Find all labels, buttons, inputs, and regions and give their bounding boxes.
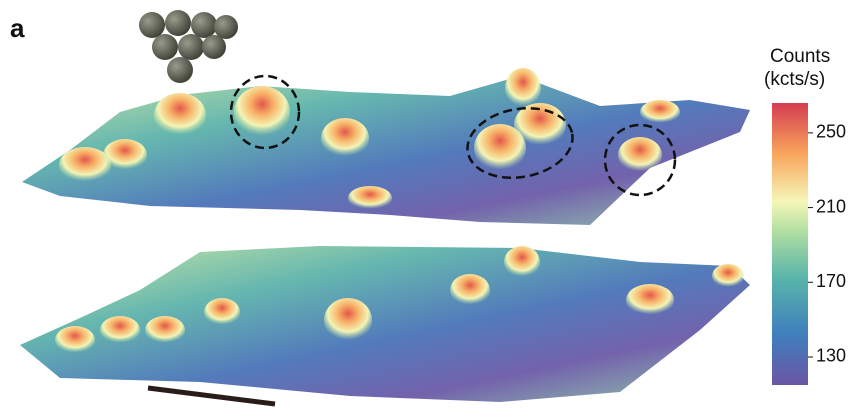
tick-label: 170 <box>816 271 846 291</box>
scale-bar <box>147 385 276 407</box>
tick-label: 250 <box>816 122 846 142</box>
tip-icon <box>139 10 238 83</box>
highlight-circles <box>229 74 677 197</box>
tick-label: 130 <box>816 346 846 366</box>
tick-label: 210 <box>816 196 846 216</box>
colorbar <box>772 103 808 385</box>
panel-label: a <box>10 13 25 43</box>
colorbar-label: (kcts/s) <box>764 69 825 90</box>
surface-bottom <box>20 246 750 402</box>
colorbar-label: Counts <box>770 46 830 67</box>
surface-top <box>22 68 750 225</box>
